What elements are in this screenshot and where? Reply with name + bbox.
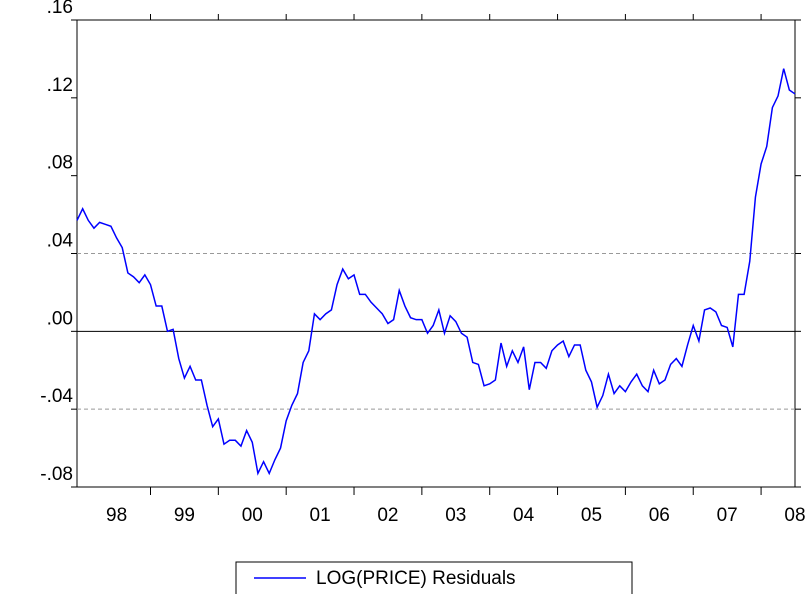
y-tick-label: .16 <box>47 0 73 18</box>
x-tick-label: 00 <box>242 505 263 526</box>
legend-label: LOG(PRICE) Residuals <box>316 568 516 589</box>
y-tick-label: .00 <box>47 308 73 329</box>
x-tick-label: 01 <box>310 505 331 526</box>
y-tick-label: -.08 <box>40 464 73 485</box>
x-tick-label: 98 <box>106 505 127 526</box>
x-tick-label: 07 <box>717 505 738 526</box>
x-tick-label: 08 <box>784 505 805 526</box>
x-tick-label: 03 <box>445 505 466 526</box>
x-tick-label: 06 <box>649 505 670 526</box>
y-tick-label: -.04 <box>40 386 73 407</box>
y-tick-label: .12 <box>47 75 73 96</box>
y-tick-label: .08 <box>47 153 73 174</box>
x-tick-label: 99 <box>174 505 195 526</box>
data-line <box>76 68 796 476</box>
x-tick-label: 02 <box>377 505 398 526</box>
x-tick-label: 04 <box>513 505 535 526</box>
x-tick-label: 05 <box>581 505 602 526</box>
y-tick-label: .04 <box>47 231 74 252</box>
